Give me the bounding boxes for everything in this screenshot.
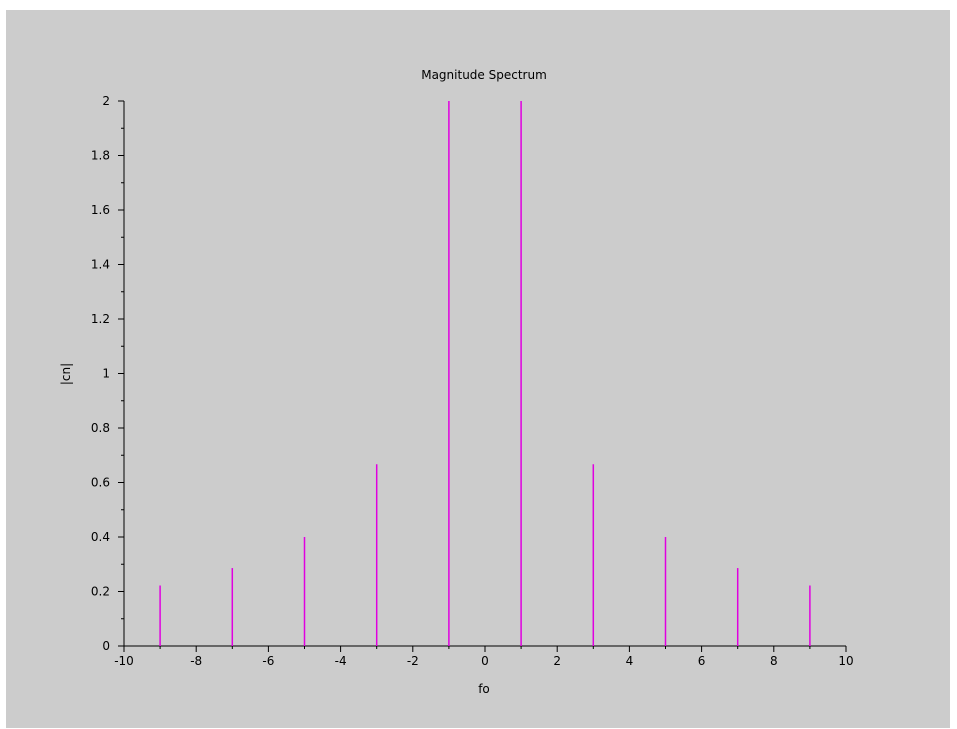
x-tick-label: 4 [626,654,634,668]
y-tick-label: 1.2 [91,312,110,326]
x-tick-label: 10 [838,654,853,668]
x-tick-label: 8 [770,654,778,668]
x-tick-label: -2 [407,654,419,668]
x-tick-label: 2 [553,654,561,668]
y-tick-label: 0.4 [91,530,110,544]
y-tick-label: 0 [102,639,110,653]
x-tick-label: 6 [698,654,706,668]
magnitude-spectrum-chart: Magnitude Spectrum -10 -8 -6 -4 -2 0 2 4 6 8 10 00… [59,68,854,696]
y-axis-label: |cn| [59,363,73,385]
y-tick-label: 0.6 [91,476,110,490]
y-tick-label: 0.8 [91,421,110,435]
x-tick-label: -10 [114,654,134,668]
y-tick-label: 1 [102,367,110,381]
y-tick-label: 0.2 [91,585,110,599]
y-tick-label: 1.8 [91,149,110,163]
x-tick-label: -8 [190,654,202,668]
x-tick-label: 0 [481,654,489,668]
chart-title: Magnitude Spectrum [421,68,547,82]
y-axis: 0 0.2 0.4 0.6 0.8 1 1.2 1.4 1.6 1.8 2 [91,94,125,653]
stem-series [159,101,811,646]
x-axis-label: fo [478,682,490,696]
x-axis: -10 -8 -6 -4 -2 0 2 4 6 8 10 [114,645,854,668]
y-tick-label: 1.6 [91,203,110,217]
y-tick-label: 2 [102,94,110,108]
x-tick-label: -4 [335,654,347,668]
y-tick-label: 1.4 [91,258,110,272]
x-tick-label: -6 [262,654,274,668]
